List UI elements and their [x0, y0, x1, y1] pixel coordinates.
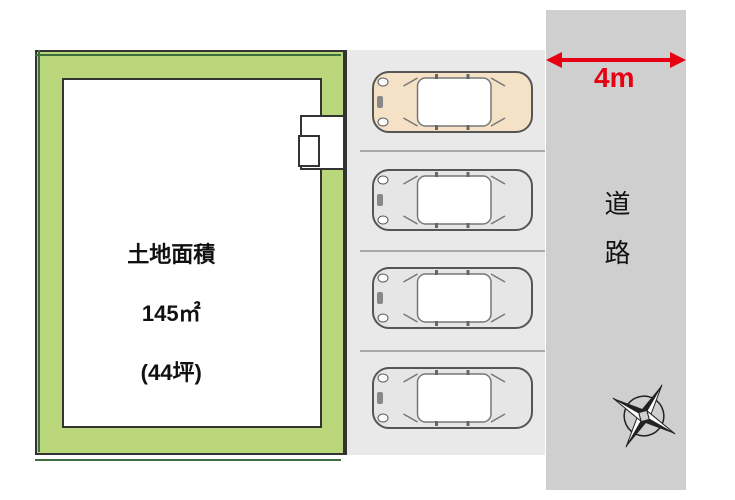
house-porch-door: [298, 135, 320, 167]
road-label: 道 路: [598, 190, 635, 273]
road-width-label: 4m: [594, 62, 634, 94]
area-line3: (44坪): [141, 360, 202, 385]
area-line2: 145㎡: [142, 301, 201, 326]
area-line1: 土地面積: [127, 242, 215, 267]
car-icon: [365, 62, 540, 142]
parking-divider-line: [360, 150, 545, 152]
car-icon: [365, 160, 540, 240]
lot-divider: [345, 50, 347, 455]
lot-area-label: 土地面積 145㎡ (44坪): [115, 210, 215, 388]
parking-divider-line: [360, 350, 545, 352]
car-icon: [365, 358, 540, 438]
parking-divider-line: [360, 250, 545, 252]
car-icon: [365, 258, 540, 338]
compass-icon: N: [598, 370, 690, 462]
